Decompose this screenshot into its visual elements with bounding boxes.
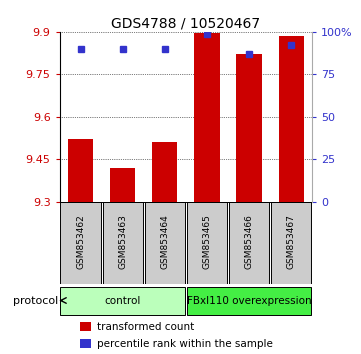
Bar <box>229 201 269 285</box>
Text: GSM853466: GSM853466 <box>245 214 253 269</box>
Text: control: control <box>105 296 141 306</box>
Bar <box>103 201 143 285</box>
Text: GSM853462: GSM853462 <box>76 214 85 269</box>
Bar <box>187 201 227 285</box>
Bar <box>279 36 304 201</box>
Bar <box>145 201 185 285</box>
Text: percentile rank within the sample: percentile rank within the sample <box>97 338 273 348</box>
Bar <box>80 339 91 348</box>
Text: GSM853463: GSM853463 <box>118 214 127 269</box>
Bar <box>80 322 91 331</box>
Bar <box>236 55 262 201</box>
Bar <box>110 167 135 201</box>
Text: GSM853467: GSM853467 <box>287 214 296 269</box>
Bar <box>194 33 219 201</box>
Text: transformed count: transformed count <box>97 321 195 332</box>
Bar <box>68 139 93 201</box>
Title: GDS4788 / 10520467: GDS4788 / 10520467 <box>111 17 261 31</box>
Bar <box>152 142 178 201</box>
Text: protocol: protocol <box>13 296 59 306</box>
Bar <box>60 287 185 315</box>
Text: GSM853465: GSM853465 <box>203 214 212 269</box>
Bar <box>187 287 312 315</box>
Bar <box>60 201 101 285</box>
Text: GSM853464: GSM853464 <box>160 214 169 269</box>
Text: FBxl110 overexpression: FBxl110 overexpression <box>187 296 312 306</box>
Bar <box>271 201 312 285</box>
